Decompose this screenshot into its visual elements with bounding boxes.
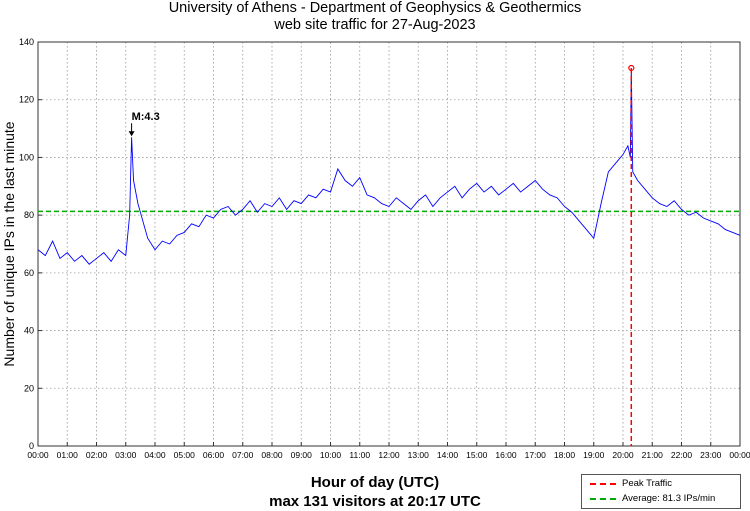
x-tick-label: 16:00 bbox=[495, 450, 517, 460]
legend-swatch-average bbox=[590, 497, 616, 500]
x-tick-label: 08:00 bbox=[261, 450, 283, 460]
y-tick-label: 20 bbox=[24, 383, 34, 393]
y-tick-label: 60 bbox=[24, 268, 34, 278]
x-tick-label: 04:00 bbox=[144, 450, 166, 460]
y-tick-label: 80 bbox=[24, 210, 34, 220]
legend: Peak Traffic Average: 81.3 IPs/min bbox=[581, 474, 741, 509]
x-tick-label: 00:00 bbox=[27, 450, 49, 460]
chart-subtitle: max 131 visitors at 20:17 UTC bbox=[269, 493, 481, 510]
x-tick-label: 00:00 bbox=[729, 450, 750, 460]
x-tick-label: 13:00 bbox=[408, 450, 430, 460]
x-tick-label: 10:00 bbox=[320, 450, 342, 460]
annotation-arrowhead-icon bbox=[128, 131, 135, 137]
x-tick-label: 12:00 bbox=[378, 450, 400, 460]
plot-frame bbox=[37, 41, 741, 447]
chart-title-line2: web site traffic for 27-Aug-2023 bbox=[274, 17, 476, 33]
y-tick-label: 0 bbox=[29, 441, 34, 451]
legend-label-average: Average: 81.3 IPs/min bbox=[622, 493, 716, 504]
x-tick-label: 21:00 bbox=[642, 450, 664, 460]
chart-title-line1: University of Athens - Department of Geo… bbox=[168, 0, 582, 16]
x-tick-label: 07:00 bbox=[232, 450, 254, 460]
traffic-line bbox=[37, 67, 741, 265]
x-tick-label: 22:00 bbox=[671, 450, 693, 460]
annotation-label: M:4.3 bbox=[132, 111, 160, 123]
x-tick-label: 03:00 bbox=[115, 450, 137, 460]
y-tick-label: 140 bbox=[19, 37, 34, 47]
legend-label-peak: Peak Traffic bbox=[622, 478, 672, 489]
legend-item-peak: Peak Traffic bbox=[590, 478, 672, 489]
x-axis-label: Hour of day (UTC) bbox=[310, 474, 440, 491]
x-tick-label: 05:00 bbox=[174, 450, 196, 460]
x-tick-label: 11:00 bbox=[349, 450, 370, 460]
y-tick-label: 120 bbox=[19, 95, 34, 105]
peak-marker bbox=[628, 64, 635, 72]
y-tick-label: 100 bbox=[19, 152, 34, 162]
x-tick-label: 09:00 bbox=[291, 450, 313, 460]
x-tick-label: 01:00 bbox=[57, 450, 79, 460]
x-tick-label: 23:00 bbox=[700, 450, 722, 460]
x-tick-label: 17:00 bbox=[525, 450, 547, 460]
y-tick-label: 40 bbox=[24, 326, 34, 336]
x-tick-label: 06:00 bbox=[203, 450, 225, 460]
y-axis-label: Number of unique IPs in the last minute bbox=[1, 121, 17, 366]
x-tick-label: 14:00 bbox=[437, 450, 459, 460]
x-tick-label: 02:00 bbox=[86, 450, 108, 460]
legend-item-average: Average: 81.3 IPs/min bbox=[590, 493, 715, 504]
legend-swatch-peak bbox=[590, 482, 616, 485]
x-tick-label: 15:00 bbox=[466, 450, 488, 460]
x-tick-label: 19:00 bbox=[583, 450, 605, 460]
x-tick-label: 20:00 bbox=[612, 450, 634, 460]
x-tick-label: 18:00 bbox=[554, 450, 576, 460]
